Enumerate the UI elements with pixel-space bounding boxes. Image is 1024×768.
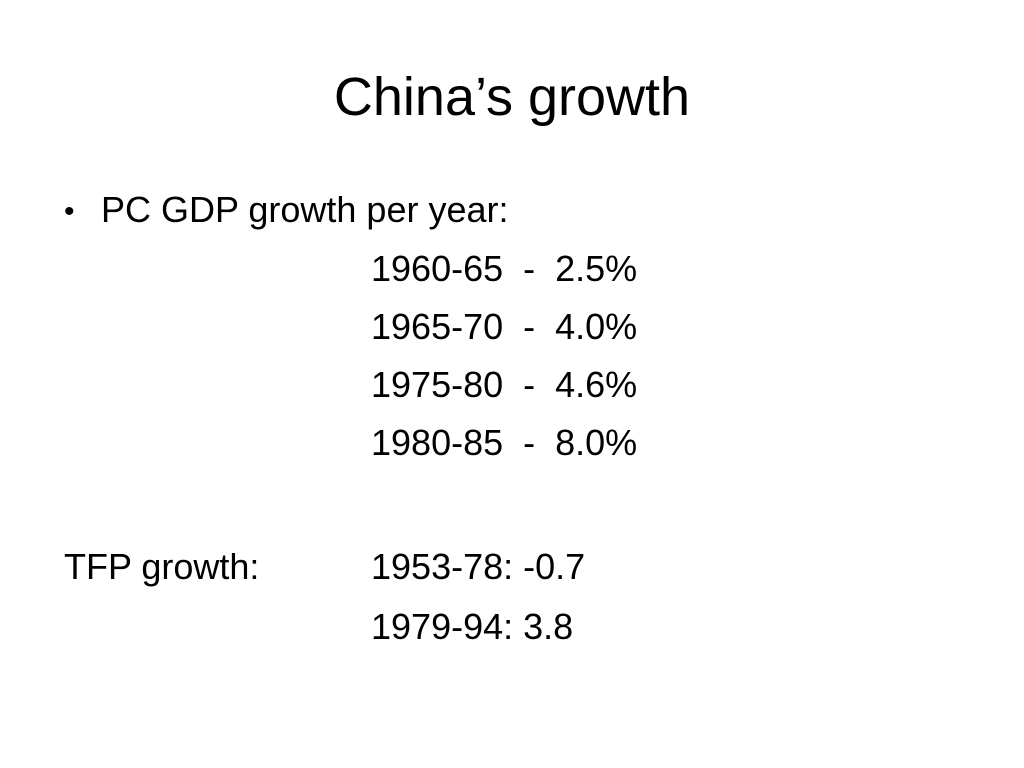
- bullet-marker: •: [64, 195, 75, 228]
- tfp-label: TFP growth:: [64, 546, 260, 587]
- gdp-row-1980-85: 1980-85 - 8.0%: [371, 422, 638, 463]
- gdp-row-1960-65: 1960-65 - 2.5%: [371, 248, 638, 289]
- bullet-text: PC GDP growth per year:: [101, 189, 509, 230]
- gdp-row-1975-80: 1975-80 - 4.6%: [371, 364, 638, 405]
- tfp-row-1979-94: 1979-94: 3.8: [371, 606, 574, 647]
- slide-title: China’s growth: [333, 67, 691, 127]
- tfp-row-1953-78: 1953-78: -0.7: [371, 546, 586, 587]
- gdp-row-1965-70: 1965-70 - 4.0%: [371, 306, 638, 347]
